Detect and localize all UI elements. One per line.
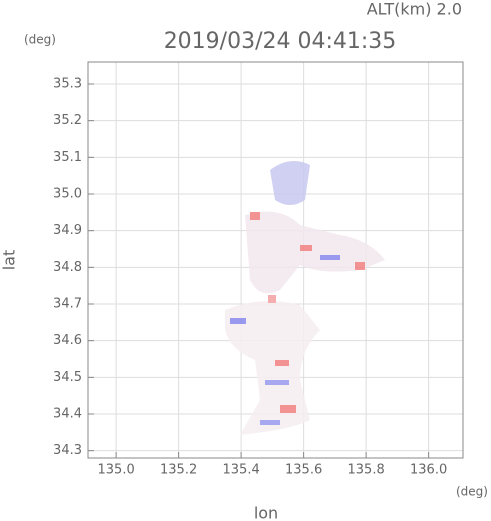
y-tick-label: 35.2 — [53, 113, 82, 128]
y-tick-label: 34.6 — [53, 333, 82, 348]
echo-cell — [355, 262, 365, 270]
y-unit: (deg) — [24, 33, 56, 47]
echo-cell — [268, 295, 276, 303]
x-tick-label: 135.4 — [223, 463, 260, 478]
echo-field — [225, 161, 385, 435]
y-axis-label: lat — [0, 250, 19, 271]
echo-blob — [225, 301, 320, 435]
echo-cell — [300, 245, 312, 251]
x-tick-label: 136.0 — [410, 463, 447, 478]
echo-cell — [265, 380, 289, 385]
echo-cell — [320, 255, 340, 260]
x-unit: (deg) — [456, 485, 488, 499]
y-tick-label: 34.8 — [53, 260, 82, 275]
y-tick-label: 34.3 — [53, 443, 82, 458]
x-axis-label: lon — [254, 504, 278, 521]
echo-cell — [230, 318, 246, 324]
y-tick-label: 34.7 — [53, 297, 82, 312]
x-tick-label: 135.0 — [98, 463, 135, 478]
x-tick-label: 135.6 — [285, 463, 322, 478]
y-tick-label: 35.3 — [53, 77, 82, 92]
y-tick-label: 35.1 — [53, 150, 82, 165]
echo-cell — [260, 420, 280, 425]
plot-frame — [87, 61, 464, 459]
y-tick-label: 34.9 — [53, 223, 82, 238]
x-tick-label: 135.2 — [160, 463, 197, 478]
echo-cell — [280, 405, 296, 413]
x-tick-label: 135.8 — [348, 463, 385, 478]
echo-blob — [270, 161, 310, 205]
chart-title: 2019/03/24 04:41:35 — [164, 29, 397, 54]
y-tick-label: 34.5 — [53, 370, 82, 385]
echo-blob — [245, 211, 385, 294]
y-tick-label: 34.4 — [53, 407, 82, 422]
echo-cell — [250, 212, 260, 220]
echo-cell — [275, 360, 289, 366]
y-tick-label: 35.0 — [53, 187, 82, 202]
annotation: ALT(km) 2.0 — [367, 0, 462, 19]
